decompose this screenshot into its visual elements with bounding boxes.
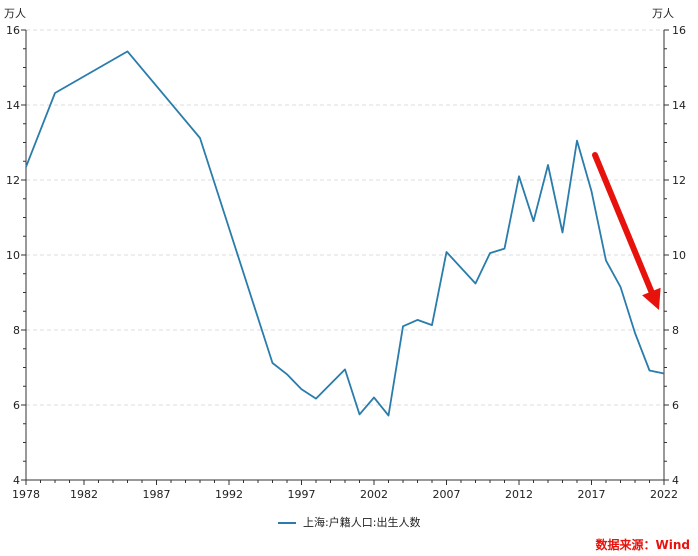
x-tick-label: 2007	[433, 488, 461, 501]
series-line	[25, 50, 665, 417]
y-tick-label-right: 16	[672, 24, 686, 37]
y-unit-right: 万人	[652, 7, 674, 20]
y-tick-label-left: 4	[13, 474, 20, 487]
x-tick-label: 2022	[650, 488, 678, 501]
y-tick-label-left: 16	[6, 24, 20, 37]
y-tick-label-right: 10	[672, 249, 686, 262]
x-tick-label: 1978	[12, 488, 40, 501]
y-tick-label-right: 4	[672, 474, 679, 487]
y-tick-label-right: 6	[672, 399, 679, 412]
y-tick-label-right: 14	[672, 99, 686, 112]
y-tick-label-left: 14	[6, 99, 20, 112]
trend-arrow-annotation	[592, 152, 661, 310]
arrow-shaft	[592, 152, 655, 295]
y-tick-label-right: 8	[672, 324, 679, 337]
y-tick-label-right: 12	[672, 174, 686, 187]
arrow-head	[642, 287, 661, 310]
axes: 4 4 6 6 8 8 10 10 12 12 14 14 16 16 1978 1982 1987 1992 19…	[6, 24, 686, 501]
x-tick-label: 2002	[360, 488, 388, 501]
legend-swatch	[277, 522, 296, 524]
y-tick-label-left: 10	[6, 249, 20, 262]
y-tick-label-left: 6	[13, 399, 20, 412]
source-note: 数据来源：Wind	[595, 538, 690, 552]
legend: 上海:户籍人口:出生人数	[0, 514, 698, 530]
x-tick-label: 2012	[505, 488, 533, 501]
series-layer	[25, 50, 665, 417]
x-tick-label: 1982	[70, 488, 98, 501]
legend-label: 上海:户籍人口:出生人数	[303, 516, 421, 529]
gridlines	[26, 29, 664, 406]
x-tick-label: 1987	[143, 488, 171, 501]
y-tick-label-left: 12	[6, 174, 20, 187]
y-unit-left: 万人	[4, 7, 26, 20]
x-tick-label: 1997	[288, 488, 316, 501]
y-tick-label-left: 8	[13, 324, 20, 337]
x-tick-label: 1992	[215, 488, 243, 501]
x-tick-label: 2017	[578, 488, 606, 501]
